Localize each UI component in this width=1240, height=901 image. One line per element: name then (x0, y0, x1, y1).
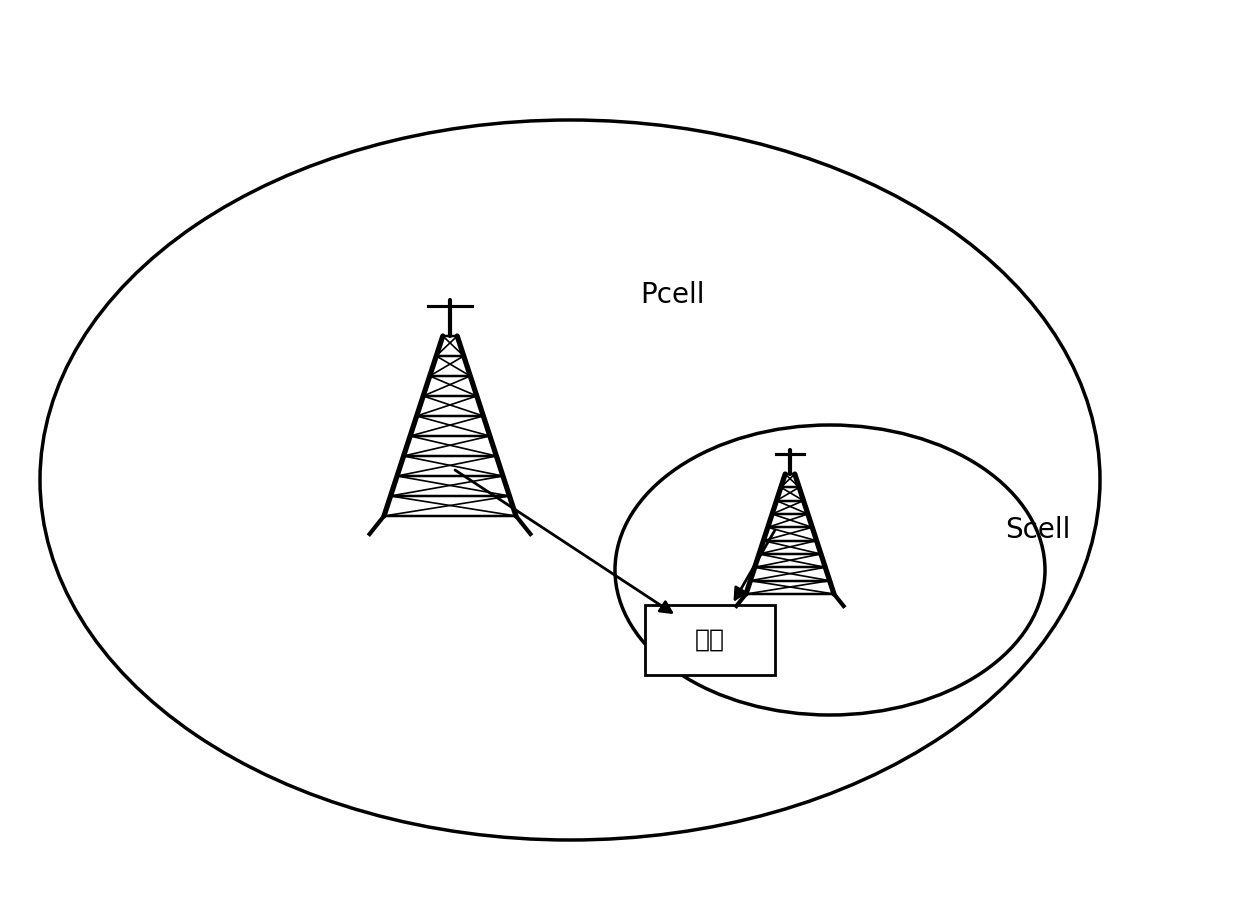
Text: 终端: 终端 (694, 628, 725, 652)
Text: Scell: Scell (1004, 516, 1070, 544)
Text: Pcell: Pcell (640, 281, 704, 309)
FancyBboxPatch shape (645, 605, 775, 675)
